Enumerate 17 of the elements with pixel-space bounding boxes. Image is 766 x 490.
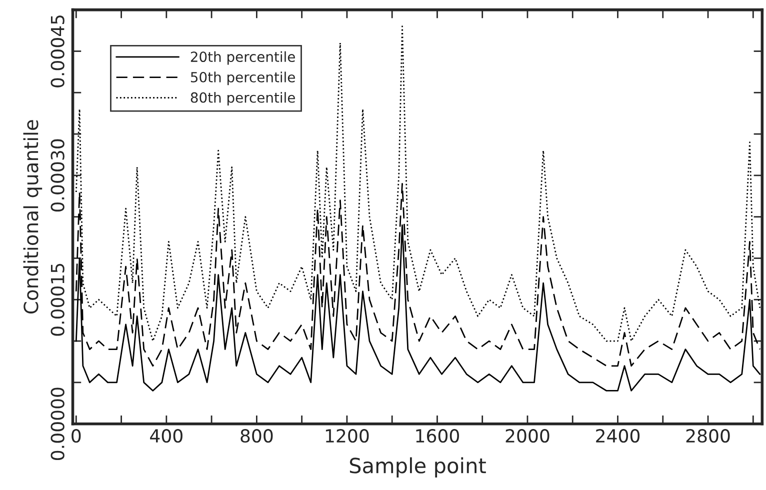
y-tick-label: 0.00045 [50, 15, 64, 88]
y-tick-label: 0.00000 [50, 388, 64, 460]
legend-label: 20th percentile [190, 51, 295, 65]
x-tick-label: 400 [150, 429, 182, 443]
y-tick-label: 0.00030 [50, 139, 64, 212]
legend-label: 50th percentile [190, 72, 295, 86]
x-tick-label: 800 [240, 429, 273, 443]
x-tick-label: 1200 [326, 429, 369, 443]
x-axis-title: Sample point [350, 457, 486, 478]
x-tick-label: 2800 [686, 429, 730, 443]
x-tick-label: 0 [72, 429, 81, 443]
legend-label: 80th percentile [190, 92, 295, 106]
x-tick-label: 1600 [416, 429, 459, 443]
y-axis-title: Conditional quantile [23, 120, 42, 314]
y-tick-label: 0.00015 [50, 264, 64, 336]
x-tick-label: 2000 [506, 429, 550, 443]
x-tick-label: 2400 [596, 429, 640, 443]
